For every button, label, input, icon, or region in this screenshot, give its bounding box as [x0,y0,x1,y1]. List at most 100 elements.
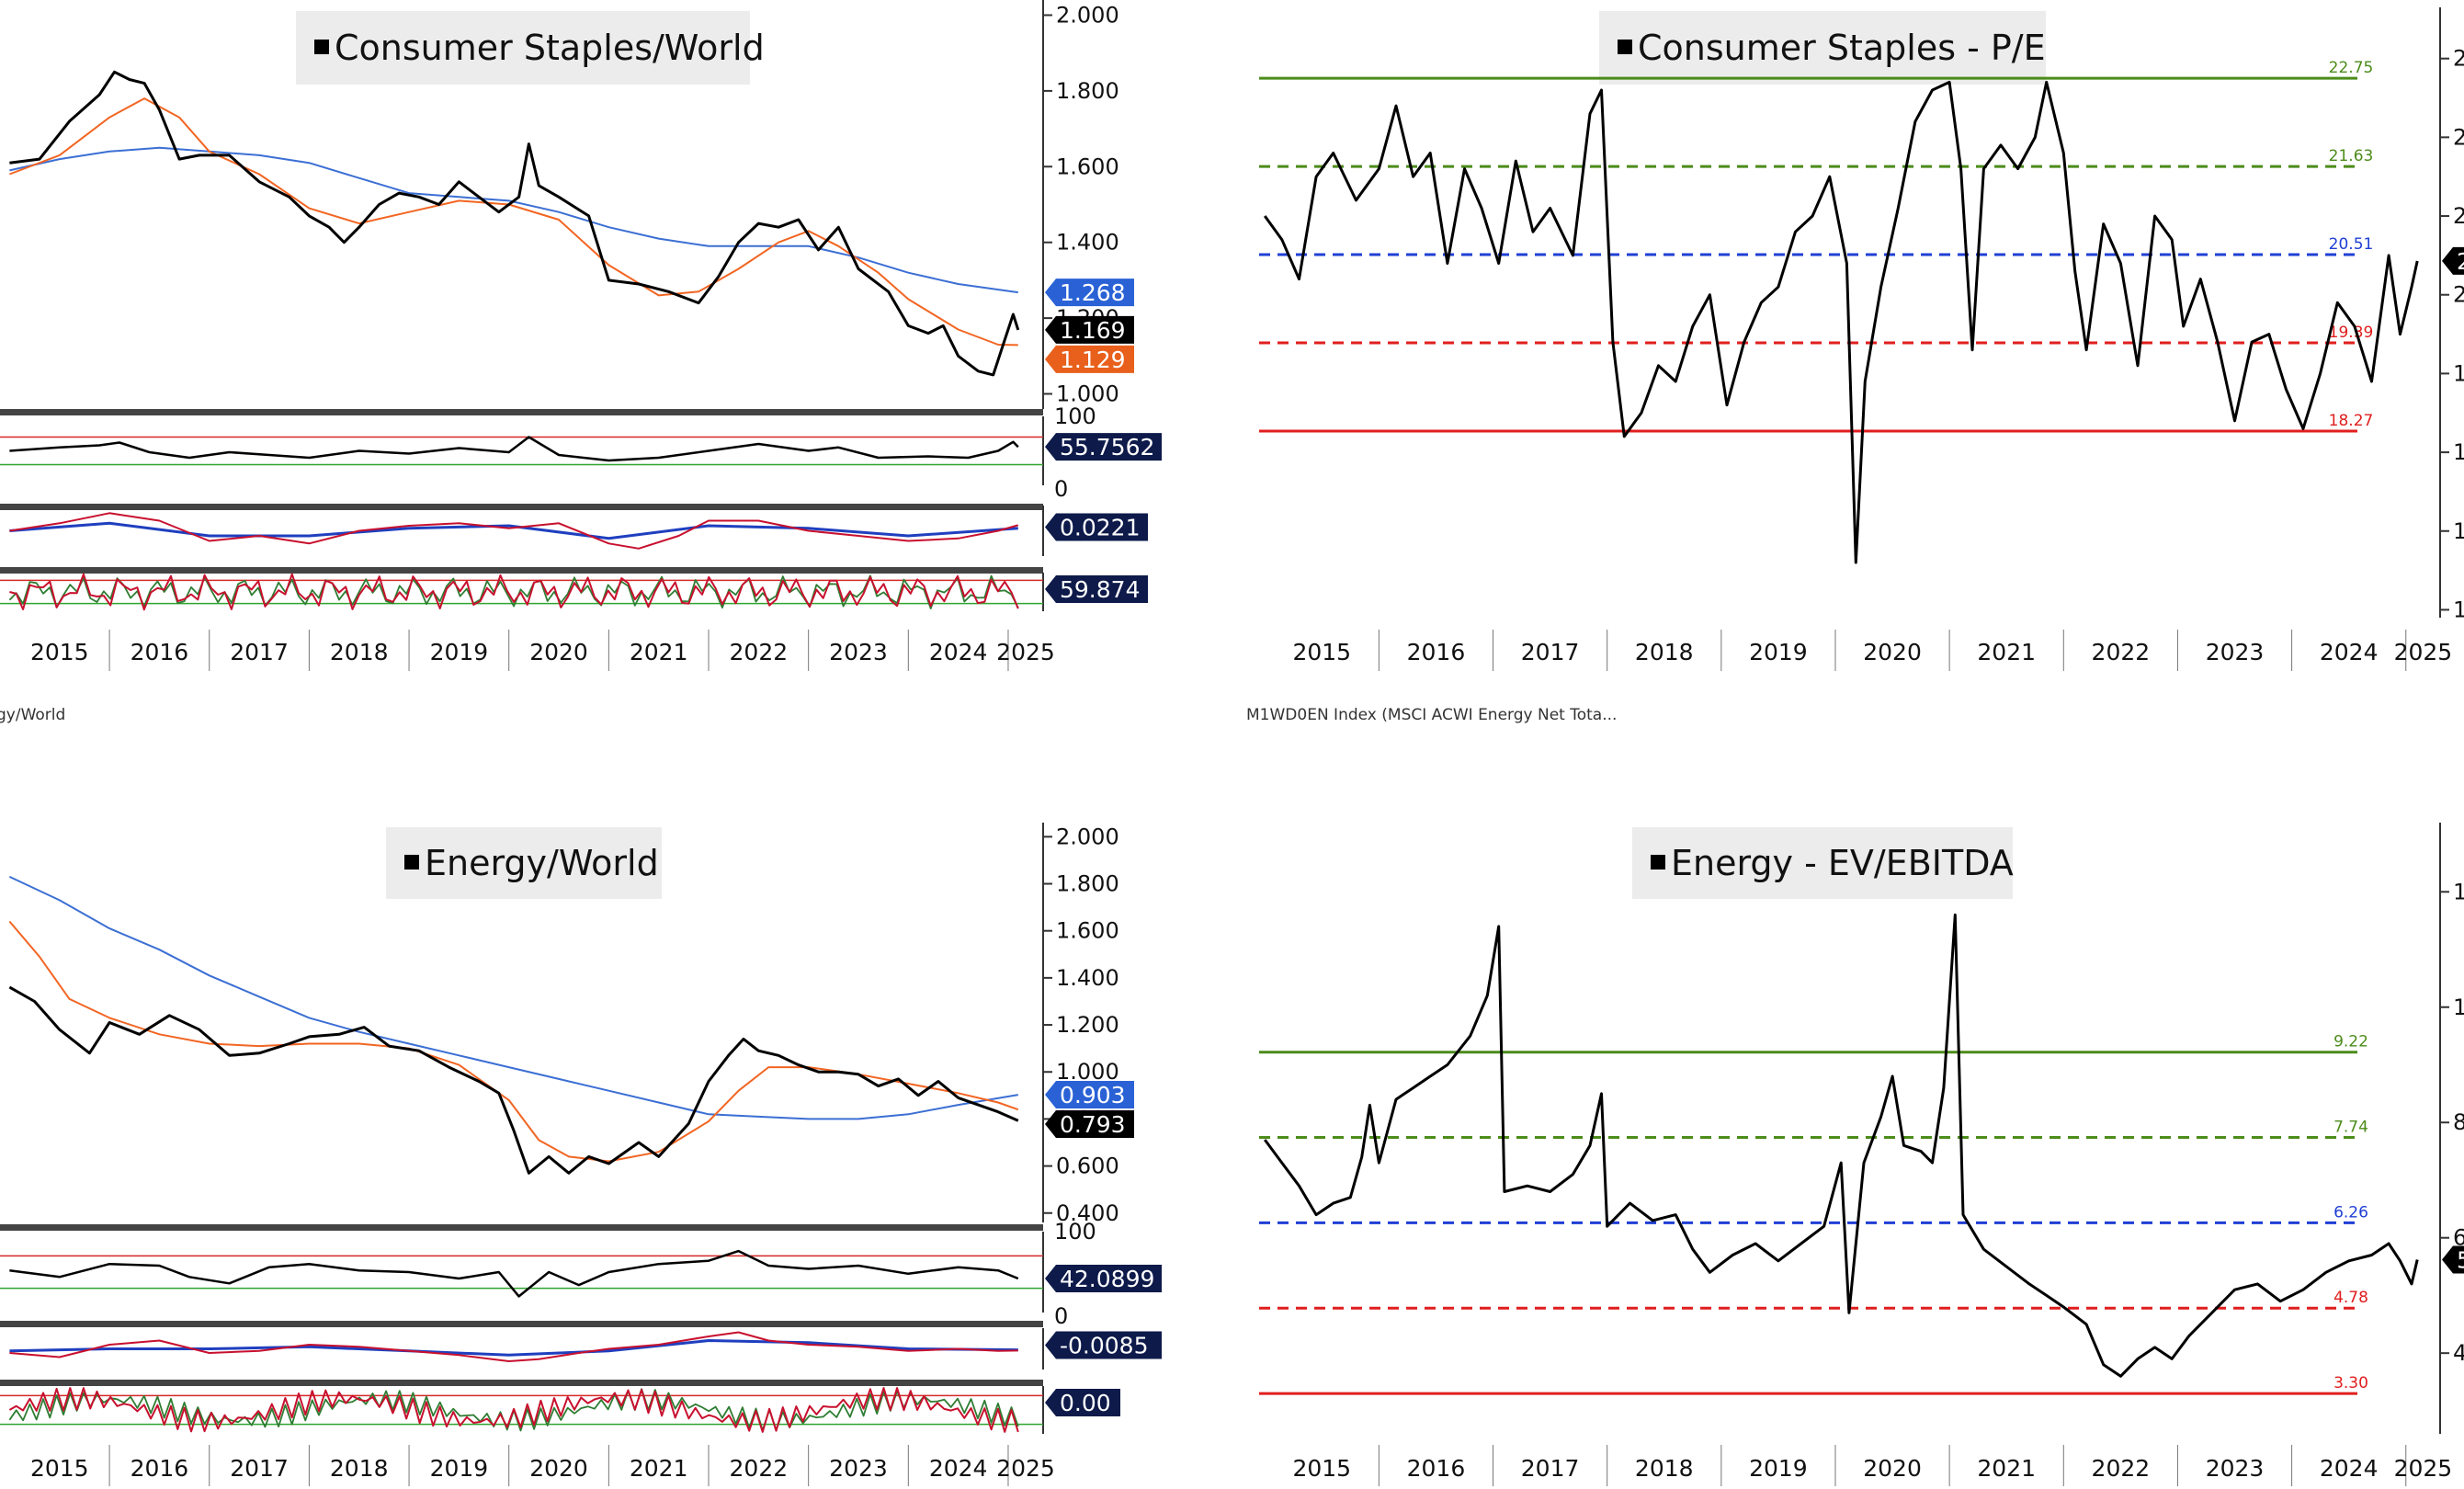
x-tick-label: 2015 [30,639,89,665]
x-tick-label: 2015 [1292,639,1351,665]
last-value-bg [2442,246,2464,275]
y-tick-label: 0.400 [1056,1200,1119,1226]
chart-title: Consumer Staples - P/E [1638,28,2046,68]
rsi-bottom-label: 0 [1054,476,1068,502]
legend-marker [314,40,329,54]
x-tick-label: 2025 [996,639,1055,665]
y-tick-label: 4.00 [2453,1340,2464,1366]
y-tick-label: 1.600 [1056,153,1119,179]
level-label: 3.30 [2333,1374,2368,1392]
y-tick-label: 10.00 [2453,995,2464,1020]
last-value-ma-long: 0.903 [1060,1082,1126,1108]
x-tick-label: 2018 [330,639,389,665]
last-value-price: 1.169 [1060,317,1126,344]
x-tick-label: 2015 [30,1455,89,1482]
macd-value-bg [1045,513,1148,541]
panel-separator [0,567,1043,574]
series-line-ma-long [8,875,1018,1120]
y-tick-label: 22.00 [2453,124,2464,150]
stoch-value-bg [1045,575,1148,603]
level-label: 21.63 [2329,147,2374,165]
x-tick-label: 2023 [2206,639,2265,665]
level-label: 9.22 [2333,1033,2368,1051]
last-value: 20.43 [2457,248,2464,275]
x-tick-label: 2015 [1292,1455,1351,1482]
x-tick-label: 2024 [929,1455,988,1482]
x-tick-label: 2019 [1749,1455,1808,1482]
level-label: 22.75 [2329,59,2374,77]
level-label: 20.51 [2329,235,2374,254]
stoch-value: 0.00 [1060,1390,1111,1416]
rsi-line [9,1249,1019,1298]
x-tick-label: 2022 [730,639,789,665]
chart-title: Energy - EV/EBITDA [1671,843,2014,883]
legend-marker [1651,855,1665,870]
panel-separator [0,504,1043,510]
level-label: 6.26 [2333,1203,2368,1222]
y-tick-label: 1.200 [1056,1012,1119,1038]
y-tick-label: 6.00 [2453,1225,2464,1251]
x-tick-label: 2024 [2320,639,2379,665]
legend-marker [404,855,419,870]
panel-separator [0,409,1043,415]
level-label: 18.27 [2329,412,2374,430]
series-line-price [8,985,1019,1175]
rsi-value: 55.7562 [1060,434,1154,460]
x-tick-label: 2019 [430,1455,489,1482]
series-line-ma-long [9,146,1018,294]
y-tick-label: 21.00 [2453,203,2464,229]
macd-value: 0.0221 [1060,515,1140,541]
rsi-line [9,436,1019,462]
x-tick-label: 2021 [1977,639,2036,665]
legend-marker [1618,40,1632,54]
x-tick-label: 2021 [630,639,688,665]
rsi-value-bg [1045,1264,1162,1292]
y-tick-label: 1.800 [1056,78,1119,104]
x-tick-label: 2020 [529,1455,588,1482]
series-line [1263,80,2419,564]
x-tick-label: 2024 [929,639,988,665]
y-tick-label: 20.00 [2453,282,2464,308]
chart-title-box [296,11,750,85]
x-tick-label: 2017 [1521,639,1580,665]
series-line-ma-short [9,97,1018,347]
panel-separator [0,1380,1043,1386]
x-tick-label: 2025 [996,1455,1055,1482]
chart-title-box [1632,827,2013,899]
x-tick-label: 2020 [1863,1455,1922,1482]
last-value-price: 0.793 [1060,1111,1126,1138]
x-tick-label: 2025 [2394,639,2453,665]
y-tick-label: 0.600 [1056,1154,1119,1179]
x-tick-label: 2021 [1977,1455,2036,1482]
level-label: 19.39 [2329,324,2374,342]
macd-signal-line [9,521,1018,540]
x-tick-label: 2017 [1521,1455,1580,1482]
last-value-bg [2442,1245,2464,1274]
y-tick-label: 19.00 [2453,360,2464,386]
macd-signal-line [9,1339,1018,1357]
chart-title-box [386,827,662,899]
x-tick-label: 2021 [630,1455,688,1482]
x-tick-label: 2022 [730,1455,789,1482]
x-tick-label: 2017 [230,1455,289,1482]
x-tick-label: 2020 [1863,639,1922,665]
rsi-top-label: 100 [1054,404,1096,429]
macd-value: -0.0085 [1060,1333,1149,1359]
caption-left: gy/World [0,706,66,724]
panel-separator [0,1224,1043,1231]
x-tick-label: 2016 [131,639,189,665]
chart-title: Consumer Staples/World [335,28,765,68]
last-value-ma-short-bg [1045,345,1134,373]
x-tick-label: 2022 [2092,1455,2151,1482]
x-tick-label: 2016 [131,1455,189,1482]
stoch-value-bg [1045,1389,1120,1416]
macd-line [9,1331,1018,1362]
rsi-top-label: 100 [1054,1219,1096,1245]
x-tick-label: 2023 [829,639,888,665]
x-tick-label: 2016 [1407,1455,1466,1482]
x-tick-label: 2025 [2394,1455,2453,1482]
x-tick-label: 2018 [1635,639,1694,665]
x-tick-label: 2019 [1749,639,1808,665]
y-tick-label: 23.00 [2453,46,2464,72]
